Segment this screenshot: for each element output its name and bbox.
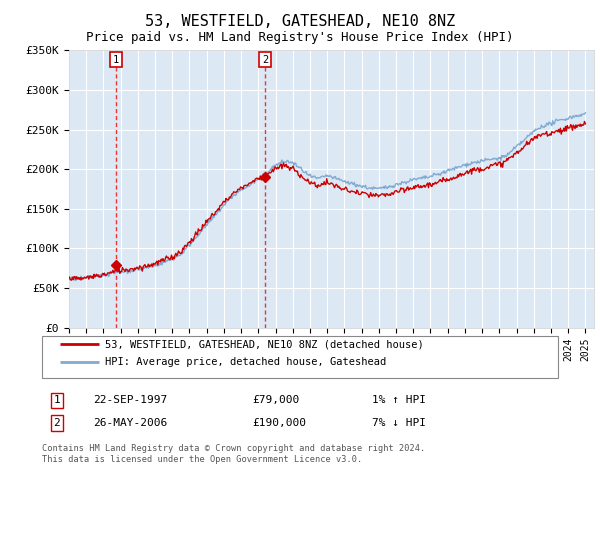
Text: £190,000: £190,000 (252, 418, 306, 428)
Text: 26-MAY-2006: 26-MAY-2006 (93, 418, 167, 428)
Text: £79,000: £79,000 (252, 395, 299, 405)
Text: This data is licensed under the Open Government Licence v3.0.: This data is licensed under the Open Gov… (42, 455, 362, 464)
Text: 1: 1 (53, 395, 61, 405)
Text: 2: 2 (262, 54, 268, 64)
Text: 2: 2 (53, 418, 61, 428)
Text: 1% ↑ HPI: 1% ↑ HPI (372, 395, 426, 405)
Text: 22-SEP-1997: 22-SEP-1997 (93, 395, 167, 405)
Text: 53, WESTFIELD, GATESHEAD, NE10 8NZ (detached house): 53, WESTFIELD, GATESHEAD, NE10 8NZ (deta… (105, 339, 424, 349)
Text: 1: 1 (113, 54, 119, 64)
Text: Price paid vs. HM Land Registry's House Price Index (HPI): Price paid vs. HM Land Registry's House … (86, 31, 514, 44)
Text: 53, WESTFIELD, GATESHEAD, NE10 8NZ: 53, WESTFIELD, GATESHEAD, NE10 8NZ (145, 14, 455, 29)
Text: 7% ↓ HPI: 7% ↓ HPI (372, 418, 426, 428)
Text: Contains HM Land Registry data © Crown copyright and database right 2024.: Contains HM Land Registry data © Crown c… (42, 444, 425, 452)
Text: HPI: Average price, detached house, Gateshead: HPI: Average price, detached house, Gate… (105, 357, 386, 367)
